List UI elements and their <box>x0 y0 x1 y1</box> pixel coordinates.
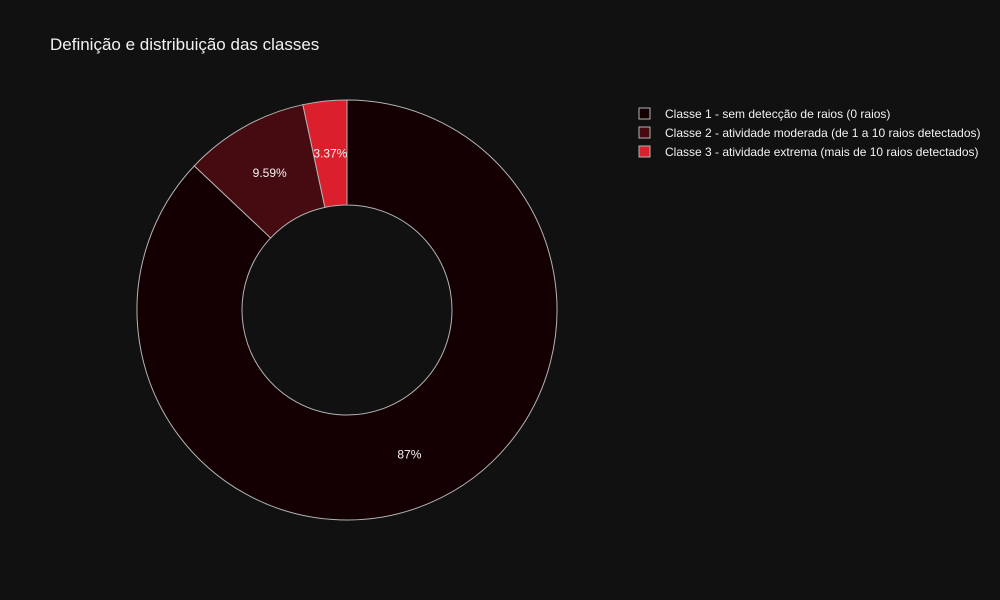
legend-label-classe-3: Classe 3 - atividade extrema (mais de 10… <box>665 145 978 159</box>
pie-slice-labels: 87% 9.59% 3.37% <box>253 146 422 461</box>
pie-slice-classe-1[interactable] <box>136 99 558 521</box>
legend: Classe 1 - sem detecção de raios (0 raio… <box>638 107 981 159</box>
legend-swatch-classe-1 <box>638 107 651 120</box>
slice-label-classe-2: 9.59% <box>253 166 287 180</box>
slice-label-classe-1: 87% <box>397 448 421 462</box>
pie-slice-classe-3[interactable] <box>302 99 348 208</box>
legend-item-classe-1[interactable]: Classe 1 - sem detecção de raios (0 raio… <box>638 107 890 121</box>
legend-item-classe-3[interactable]: Classe 3 - atividade extrema (mais de 10… <box>638 145 978 159</box>
legend-label-classe-2: Classe 2 - atividade moderada (de 1 a 10… <box>665 126 981 140</box>
legend-item-classe-2[interactable]: Classe 2 - atividade moderada (de 1 a 10… <box>638 126 981 140</box>
legend-label-classe-1: Classe 1 - sem detecção de raios (0 raio… <box>665 107 890 121</box>
pie-slices <box>136 99 558 521</box>
legend-swatch-classe-3 <box>638 145 651 158</box>
legend-swatch-classe-2 <box>638 126 651 139</box>
slice-label-classe-3: 3.37% <box>313 146 347 160</box>
chart-title: Definição e distribuição das classes <box>50 35 319 54</box>
